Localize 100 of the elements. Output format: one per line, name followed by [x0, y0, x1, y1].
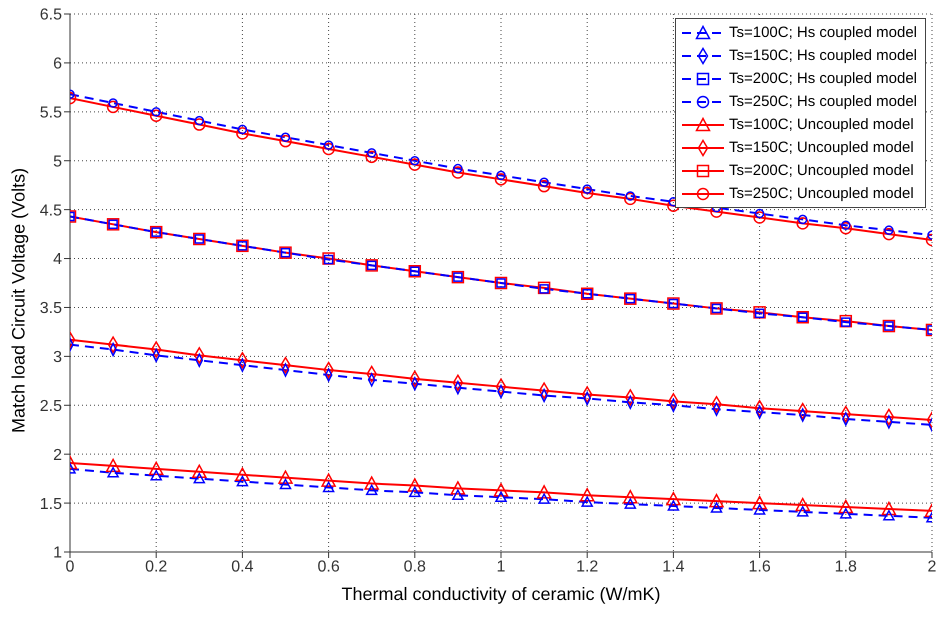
y-tick-label: 4.5 [40, 202, 62, 220]
point [795, 498, 810, 512]
point [408, 478, 422, 492]
point [538, 282, 550, 294]
y-tick-label: 3 [53, 349, 62, 366]
point [151, 107, 161, 117]
point [841, 317, 851, 327]
x-tick-label: 1.6 [748, 558, 771, 576]
point [882, 228, 896, 240]
point [410, 156, 420, 166]
point [796, 217, 809, 230]
point [107, 467, 119, 478]
legend-label: Ts=250C; Hs coupled model [728, 93, 917, 110]
point [106, 100, 120, 114]
y-tick-label: 3.5 [40, 300, 62, 318]
point [582, 184, 592, 194]
legend-label: Ts=250C; Uncoupled model [728, 185, 914, 202]
y-tick-label: 6 [53, 56, 62, 73]
point [364, 476, 379, 490]
legend-label: Ts=100C; Hs coupled model [728, 24, 917, 41]
point [106, 458, 120, 472]
point [753, 211, 766, 224]
point [798, 214, 808, 224]
point [623, 490, 638, 504]
point [796, 506, 808, 517]
point [752, 496, 767, 510]
point [322, 142, 335, 156]
x-axis-title: Thermal conductivity of ceramic (W/mK) [341, 584, 661, 604]
y-tick-label: 5.5 [40, 104, 62, 122]
x-tick-label: 1.4 [662, 558, 685, 576]
legend-label: Ts=100C; Uncoupled model [728, 116, 914, 133]
point [192, 464, 207, 478]
point [538, 493, 550, 504]
point [238, 124, 248, 134]
legend-label: Ts=150C; Hs coupled model [728, 47, 917, 64]
point [624, 192, 637, 206]
point [754, 504, 766, 515]
point [840, 508, 852, 519]
point [580, 488, 594, 502]
point [754, 308, 764, 318]
y-tick-label: 6.5 [40, 6, 62, 24]
point [883, 510, 895, 521]
y-tick-label: 2 [53, 446, 62, 464]
x-tick-label: 1 [496, 558, 506, 576]
point [322, 252, 335, 265]
point [324, 140, 334, 150]
point [538, 180, 550, 192]
point [366, 148, 376, 158]
point [709, 494, 724, 508]
x-tick-label: 0.4 [231, 558, 254, 576]
point [235, 467, 250, 481]
x-tick-label: 0.8 [404, 558, 426, 576]
y-tick-label: 5 [53, 153, 62, 170]
x-tick-label: 0.2 [145, 558, 168, 576]
point [494, 483, 508, 497]
point [194, 116, 204, 126]
point [495, 491, 507, 502]
point [366, 484, 378, 496]
x-tick-label: 0 [66, 558, 75, 576]
legend-label: Ts=200C; Uncoupled model [728, 162, 914, 179]
point [193, 118, 206, 131]
point [278, 470, 293, 484]
point [236, 127, 249, 140]
point [536, 485, 552, 499]
point [626, 191, 636, 201]
point [581, 496, 593, 507]
y-axis-title: Match load Circuit Voltage (Volts) [8, 168, 28, 433]
point [324, 254, 334, 264]
point [840, 222, 852, 234]
point [494, 173, 508, 186]
x-tick-label: 1.8 [834, 558, 858, 576]
point [409, 486, 421, 498]
point [452, 490, 464, 500]
point [884, 225, 894, 235]
x-tick-label: 0.6 [317, 558, 340, 576]
point [754, 208, 764, 218]
point [668, 500, 680, 511]
point [841, 220, 851, 230]
point [496, 170, 506, 180]
point [840, 314, 852, 328]
point [365, 150, 378, 164]
point [280, 478, 292, 490]
point [321, 473, 336, 487]
point [838, 500, 854, 514]
point [150, 109, 162, 122]
point [408, 158, 422, 171]
point [236, 476, 248, 486]
x-tick-label: 1.2 [576, 558, 598, 576]
y-tick-label: 1.5 [40, 496, 62, 513]
y-tick-label: 4 [53, 251, 62, 268]
point [882, 502, 896, 516]
point [194, 472, 206, 484]
point [539, 177, 549, 187]
point [710, 502, 722, 513]
point [666, 492, 681, 506]
legend-label: Ts=200C; Hs coupled model [728, 70, 917, 87]
point [150, 470, 162, 480]
y-tick-label: 2.5 [40, 398, 62, 415]
point [108, 98, 118, 108]
point [322, 482, 334, 492]
